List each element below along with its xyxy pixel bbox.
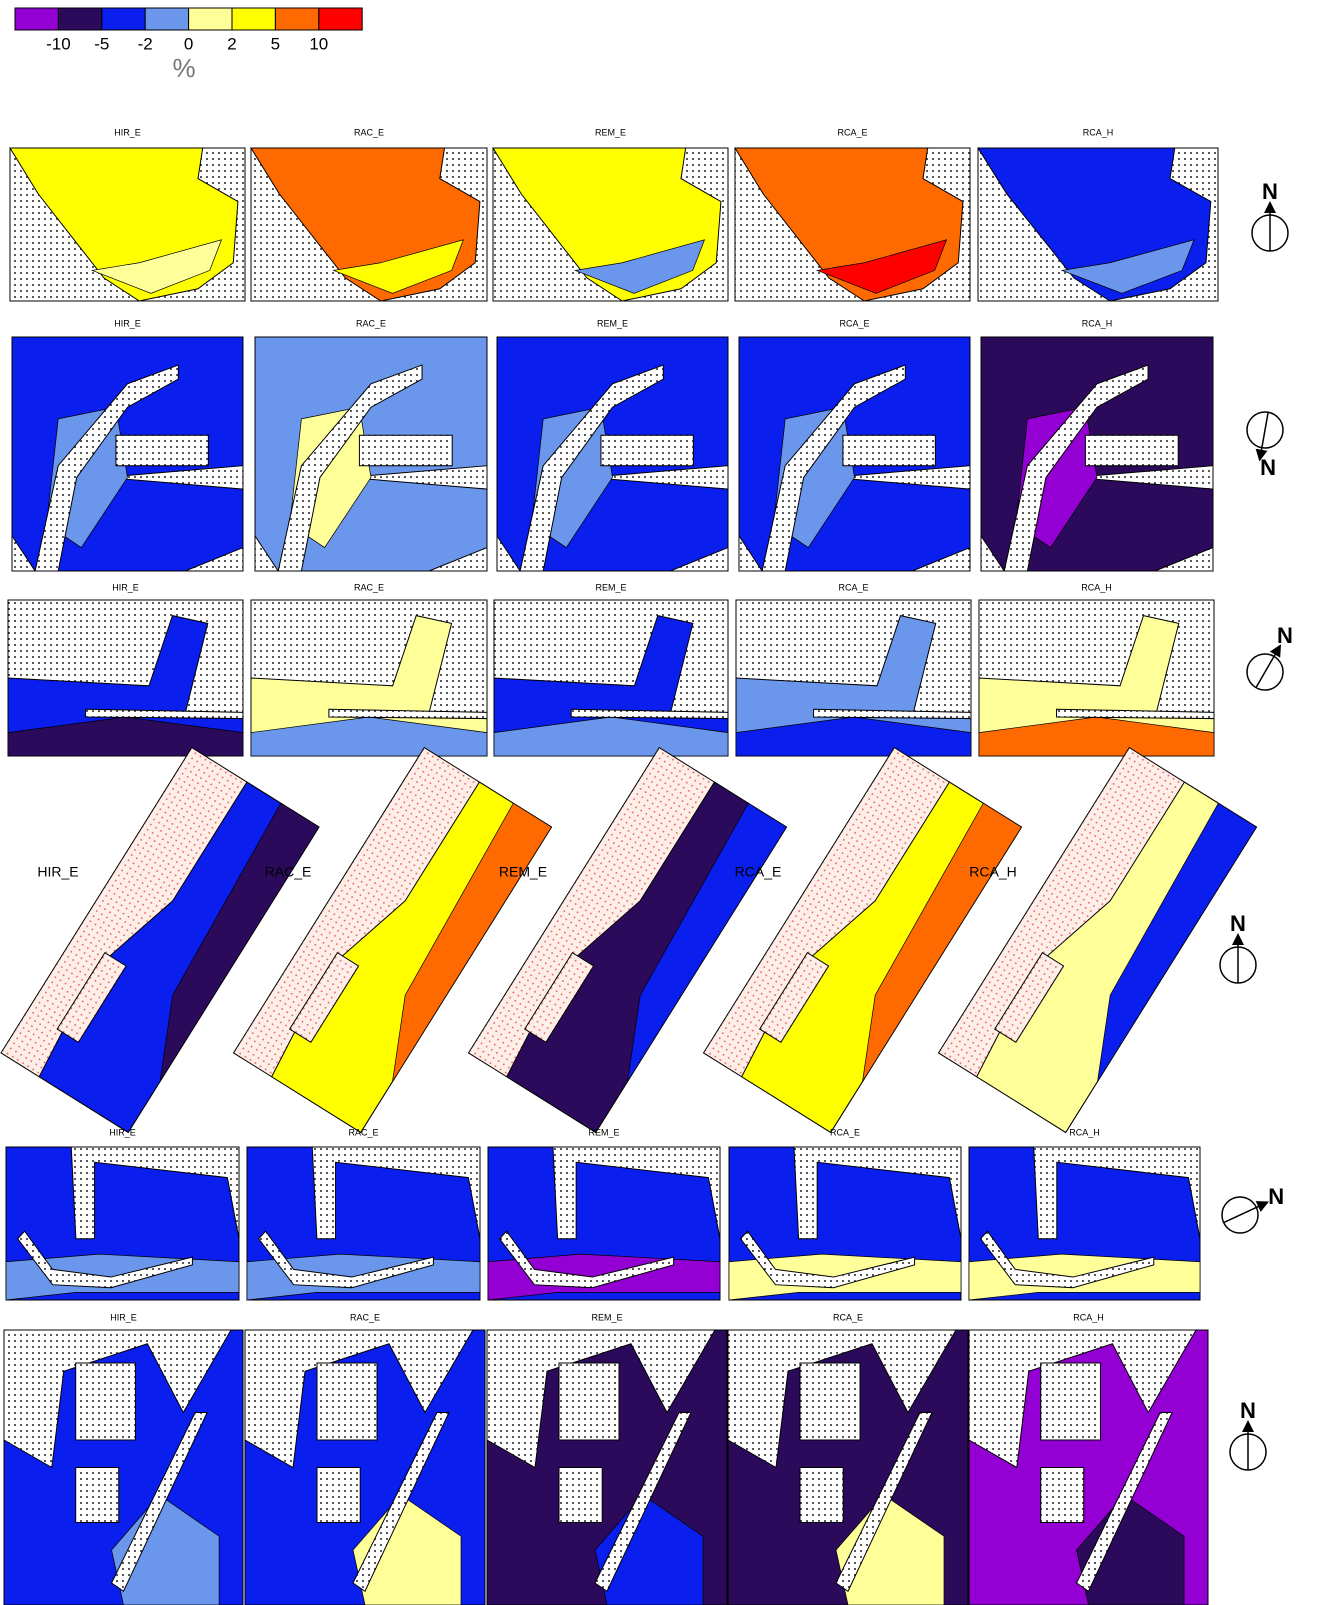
panel-label: RAC_E [348,1127,378,1137]
legend-swatch [102,8,145,30]
north-label: N [1230,911,1246,936]
panel-label: HIR_E [37,864,78,880]
panel-label: RCA_H [969,864,1016,880]
panel-label: RCA_H [1069,1127,1100,1137]
panel-label: RAC_E [354,582,384,592]
panel-label: RAC_E [354,127,384,137]
panel-label: REM_E [595,127,626,137]
north-label: N [1277,623,1293,648]
north-label: N [1262,179,1278,204]
north-label: N [1240,1398,1256,1423]
panel-label: RCA_E [838,582,868,592]
panel-label: REM_E [499,864,547,880]
pier [559,1468,602,1523]
panel-label: REM_E [597,318,628,328]
legend-label: 2 [227,34,236,53]
legend-swatch [232,8,275,30]
panel-label: HIR_E [112,582,139,592]
panel-label: RAC_E [350,1312,380,1322]
pier [76,1363,136,1440]
north-label: N [1268,1184,1284,1209]
panel-label: HIR_E [109,1127,136,1137]
pier [800,1363,860,1440]
legend-swatch [15,8,58,30]
legend-label: -10 [46,34,71,53]
panel-label: REM_E [588,1127,619,1137]
legend-swatch [145,8,188,30]
panel-label: RCA_E [830,1127,860,1137]
panel-label: RCA_H [1082,318,1113,328]
pier [359,435,452,465]
panel-label: RCA_E [837,127,867,137]
legend-swatch [275,8,318,30]
panel-label: RAC_E [356,318,386,328]
pier [559,1363,619,1440]
panel-label: RCA_E [735,864,782,880]
pier [317,1363,377,1440]
panel-label: RCA_H [1073,1312,1104,1322]
legend-swatch [189,8,232,30]
panel-label: RCA_E [839,318,869,328]
panel-label: RCA_E [833,1312,863,1322]
legend-label: -5 [94,34,109,53]
legend-swatch [319,8,362,30]
figure: % -10 -5 -2 0 2 5 10 HIR_E RAC_E REM_E RCA_E RCA_H N… [0,0,1330,1605]
pier [1041,1468,1084,1523]
north-label: N [1260,455,1276,480]
legend-label: -2 [138,34,153,53]
panel-label: RAC_E [265,864,312,880]
pier [843,435,935,465]
pier [1041,1363,1101,1440]
legend-swatch [58,8,101,30]
panel-label: REM_E [595,582,626,592]
pier [317,1468,360,1523]
compass-needle [1260,412,1268,456]
legend-label: 0 [184,34,193,53]
legend-label: 10 [309,34,328,53]
legend-label: 5 [271,34,280,53]
pier [1085,435,1178,465]
panel-label: HIR_E [110,1312,137,1322]
legend-unit: % [172,53,195,83]
panel-label: HIR_E [114,127,141,137]
panel-label: REM_E [591,1312,622,1322]
pier [601,435,693,465]
panel-label: RCA_H [1083,127,1114,137]
pier [116,435,208,465]
pier [76,1468,119,1523]
pier [800,1468,843,1523]
panel-label: RCA_H [1081,582,1112,592]
panel-label: HIR_E [114,318,141,328]
